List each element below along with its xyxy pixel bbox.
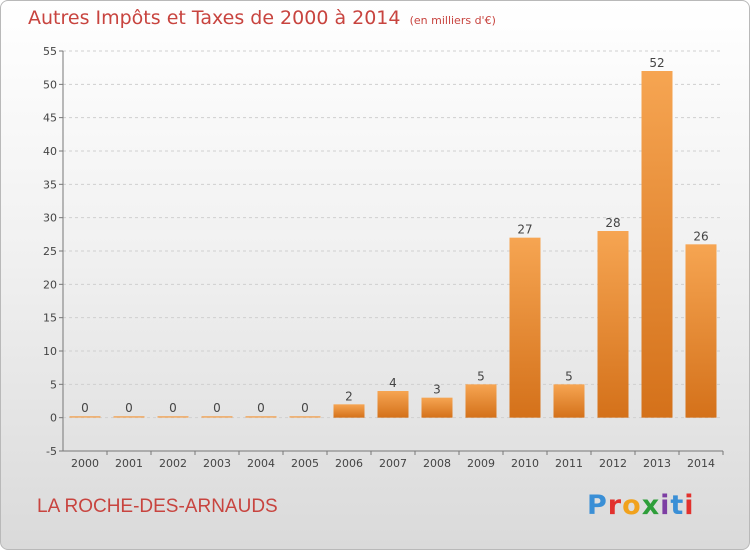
- y-tick-label: 30: [43, 212, 57, 225]
- data-label-2001: 0: [125, 401, 133, 415]
- data-label-2002: 0: [169, 401, 177, 415]
- x-tick-label-2012: 2012: [599, 457, 627, 470]
- proxiti-logo: Proxiti: [587, 490, 695, 521]
- data-label-2014: 26: [693, 229, 708, 243]
- bar-2008: [421, 397, 453, 418]
- logo-letter: i: [684, 490, 695, 521]
- bar-2003: [201, 416, 233, 418]
- bar-2014: [685, 244, 717, 418]
- x-tick-label-2005: 2005: [291, 457, 319, 470]
- y-tick-label: 15: [43, 312, 57, 325]
- logo-letter: P: [587, 490, 608, 521]
- chart-subtitle: (en milliers d'€): [409, 14, 496, 27]
- y-tick-label: 35: [43, 178, 57, 191]
- logo-letter: o: [622, 490, 642, 521]
- bar-2010: [509, 237, 541, 418]
- logo-letter: x: [641, 490, 661, 521]
- bar-2005: [289, 416, 321, 418]
- x-tick-label-2004: 2004: [247, 457, 275, 470]
- bar-2006: [333, 404, 365, 418]
- x-tick-label-2000: 2000: [71, 457, 99, 470]
- bars: [69, 71, 717, 418]
- bar-2002: [157, 416, 189, 418]
- data-label-2008: 3: [433, 383, 441, 397]
- data-label-2009: 5: [477, 369, 485, 383]
- data-label-2006: 2: [345, 389, 353, 403]
- x-tick-label-2014: 2014: [687, 457, 715, 470]
- y-tick-label: 10: [43, 345, 57, 358]
- y-tick-label: -5: [46, 445, 57, 458]
- y-tick-label: 40: [43, 145, 57, 158]
- x-tick-label-2001: 2001: [115, 457, 143, 470]
- bar-2007: [377, 391, 409, 418]
- bar-2004: [245, 416, 277, 418]
- y-tick-label: 25: [43, 245, 57, 258]
- data-label-2005: 0: [301, 401, 309, 415]
- logo-letter: r: [607, 490, 623, 521]
- y-tick-label: 0: [50, 412, 57, 425]
- data-label-2000: 0: [81, 401, 89, 415]
- y-tick-label: 45: [43, 112, 57, 125]
- labels: -505101520253035404550550200002001020020…: [43, 45, 715, 470]
- data-label-2007: 4: [389, 376, 397, 390]
- x-tick-label-2010: 2010: [511, 457, 539, 470]
- data-label-2004: 0: [257, 401, 265, 415]
- x-tick-label-2002: 2002: [159, 457, 187, 470]
- bar-2013: [641, 71, 673, 418]
- bar-2000: [69, 416, 101, 418]
- y-tick-label: 50: [43, 78, 57, 91]
- y-tick-label: 55: [43, 45, 57, 58]
- x-tick-label-2009: 2009: [467, 457, 495, 470]
- x-tick-label-2011: 2011: [555, 457, 583, 470]
- x-tick-label-2007: 2007: [379, 457, 407, 470]
- x-tick-label-2013: 2013: [643, 457, 671, 470]
- commune-name: LA ROCHE-DES-ARNAUDS: [37, 496, 278, 517]
- data-label-2010: 27: [517, 223, 532, 237]
- chart-title-block: Autres Impôts et Taxes de 2000 à 2014 (e…: [28, 7, 496, 29]
- bar-2011: [553, 384, 585, 418]
- chart-title: Autres Impôts et Taxes de 2000 à 2014: [28, 7, 401, 29]
- bar-2009: [465, 384, 497, 418]
- y-tick-label: 20: [43, 278, 57, 291]
- x-tick-label-2006: 2006: [335, 457, 363, 470]
- data-label-2003: 0: [213, 401, 221, 415]
- bar-2001: [113, 416, 145, 418]
- logo-letter: t: [670, 490, 685, 521]
- axes: [59, 50, 724, 455]
- y-tick-label: 5: [50, 378, 57, 391]
- data-label-2011: 5: [565, 369, 573, 383]
- x-tick-label-2003: 2003: [203, 457, 231, 470]
- data-label-2012: 28: [605, 216, 620, 230]
- x-tick-label-2008: 2008: [423, 457, 451, 470]
- bar-2012: [597, 231, 629, 418]
- data-label-2013: 52: [649, 56, 664, 70]
- logo-letter: i: [660, 490, 671, 521]
